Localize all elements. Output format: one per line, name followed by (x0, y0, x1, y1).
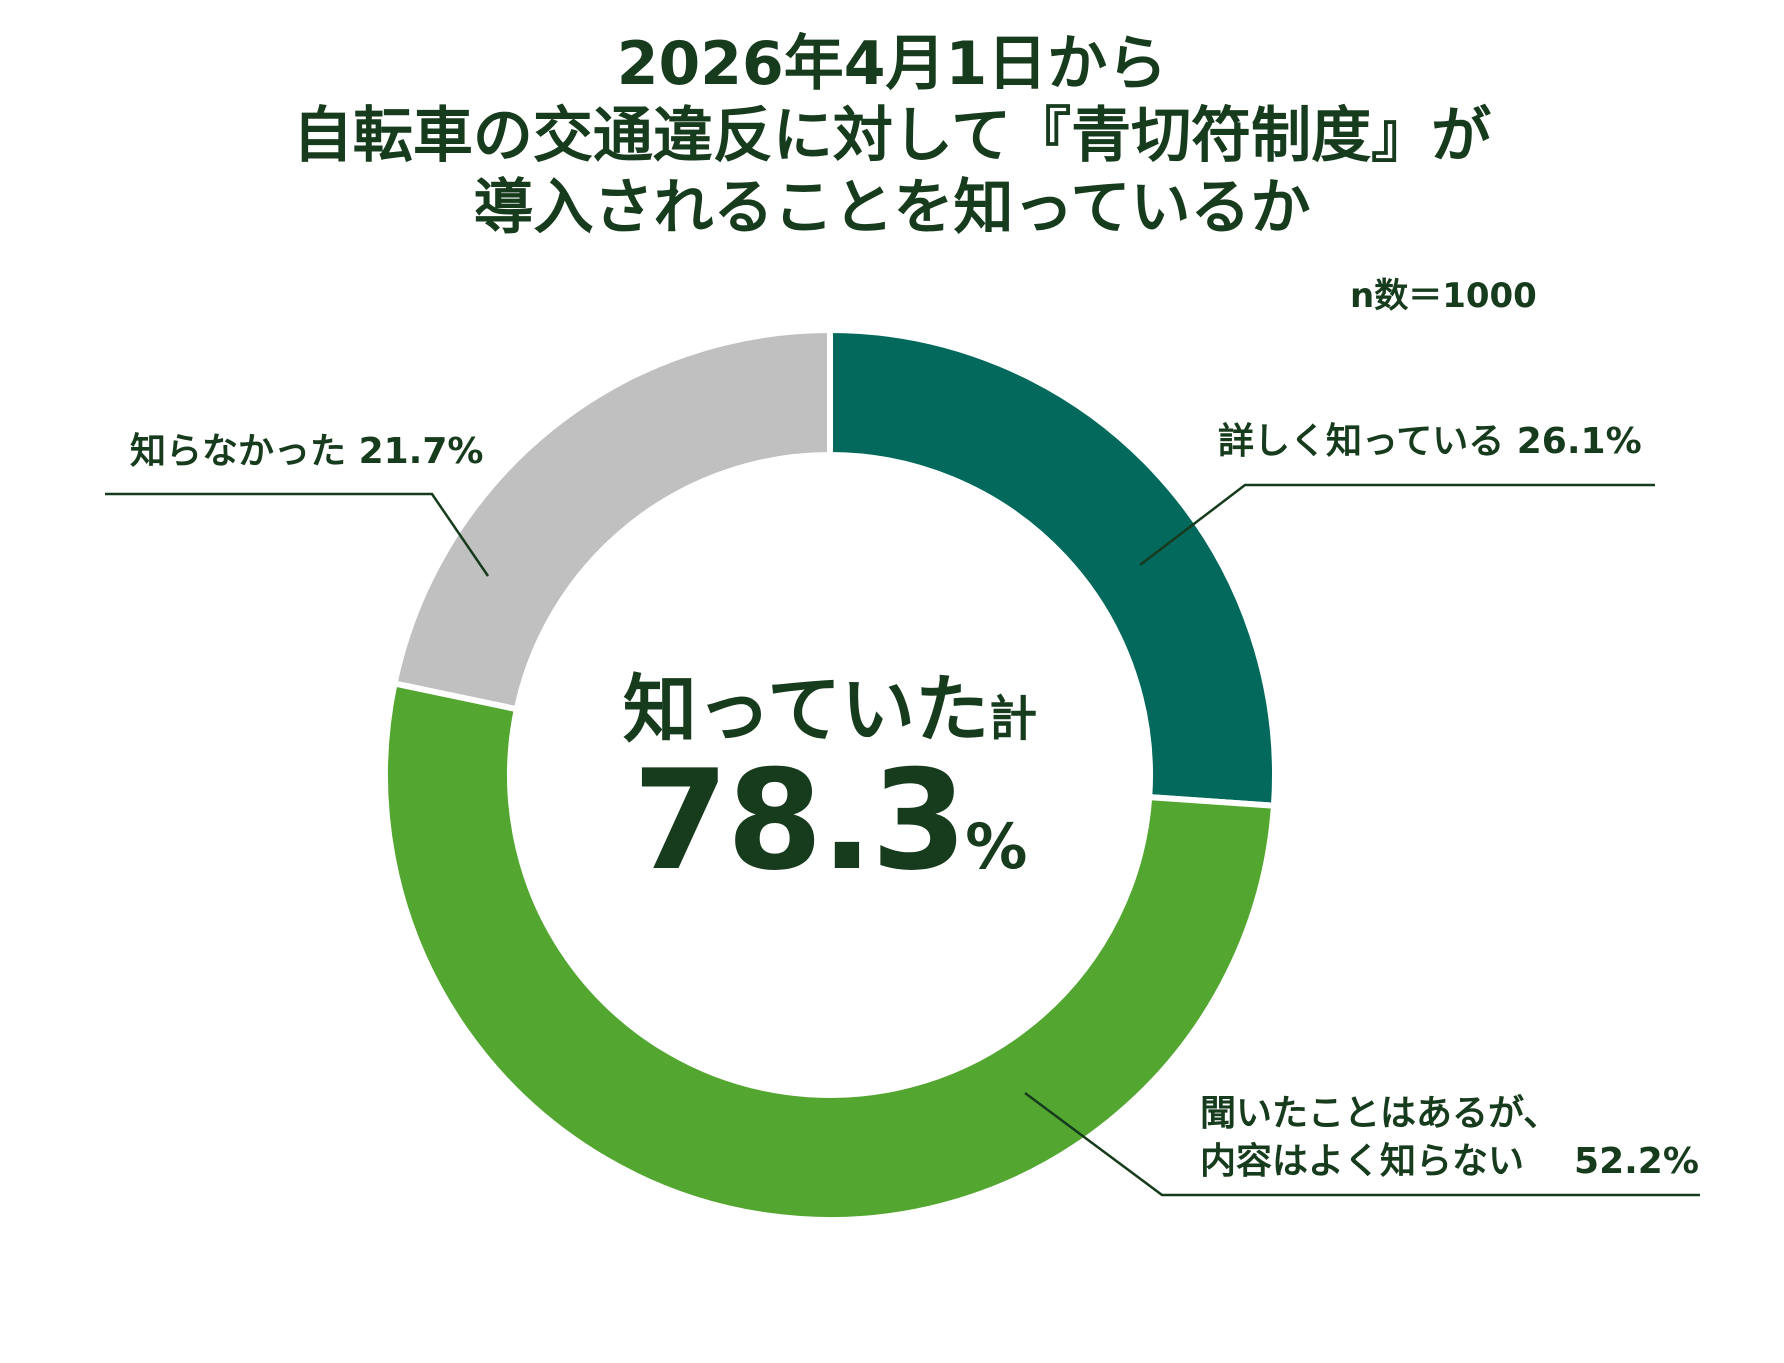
sample-size: n数＝1000 (1350, 276, 1537, 316)
slice-label-detailed: 詳しく知っている 26.1% (1218, 418, 1642, 466)
leader-lines (105, 483, 1700, 1197)
center-value: 78.3% (530, 740, 1130, 901)
slice-label-unaware-text: 知らなかった (130, 431, 347, 472)
slice-label-heard-line-1: 聞いたことはあるが、 (1200, 1093, 1560, 1134)
slice-unaware (390, 326, 833, 713)
leader-line-detailed (1139, 483, 1655, 566)
title-line-1: 2026年4月1日から (616, 29, 1168, 99)
slice-label-heard-line-2: 内容はよく知らない (1200, 1141, 1525, 1182)
center-value-number: 78.3 (632, 740, 967, 901)
slice-value-unaware: 21.7% (358, 431, 484, 472)
leader-line-heard (1024, 1091, 1700, 1197)
center-label-main: 知っていた (622, 667, 990, 753)
slice-detailed (827, 326, 1278, 809)
slice-label-unaware: 知らなかった 21.7% (130, 428, 483, 476)
center-label: 知っていた計 (530, 650, 1130, 757)
chart-title: 2026年4月1日から 自転車の交通違反に対して『青切符制度』が 導入されること… (0, 28, 1784, 244)
leader-line-unaware (105, 492, 490, 577)
center-label-suffix: 計 (989, 691, 1038, 747)
title-line-2: 自転車の交通違反に対して『青切符制度』が (292, 101, 1492, 171)
title-line-3: 導入されることを知っているか (473, 173, 1311, 243)
slice-heard (382, 679, 1278, 1223)
slice-label-detailed-text: 詳しく知っている (1218, 421, 1505, 462)
slice-value-detailed: 26.1% (1516, 421, 1642, 462)
donut-slices (382, 326, 1278, 1223)
center-value-unit: % (965, 810, 1028, 883)
slice-label-heard: 聞いたことはあるが、 内容はよく知らない 52.2% (1200, 1090, 1699, 1186)
slice-value-heard: 52.2% (1574, 1141, 1699, 1182)
